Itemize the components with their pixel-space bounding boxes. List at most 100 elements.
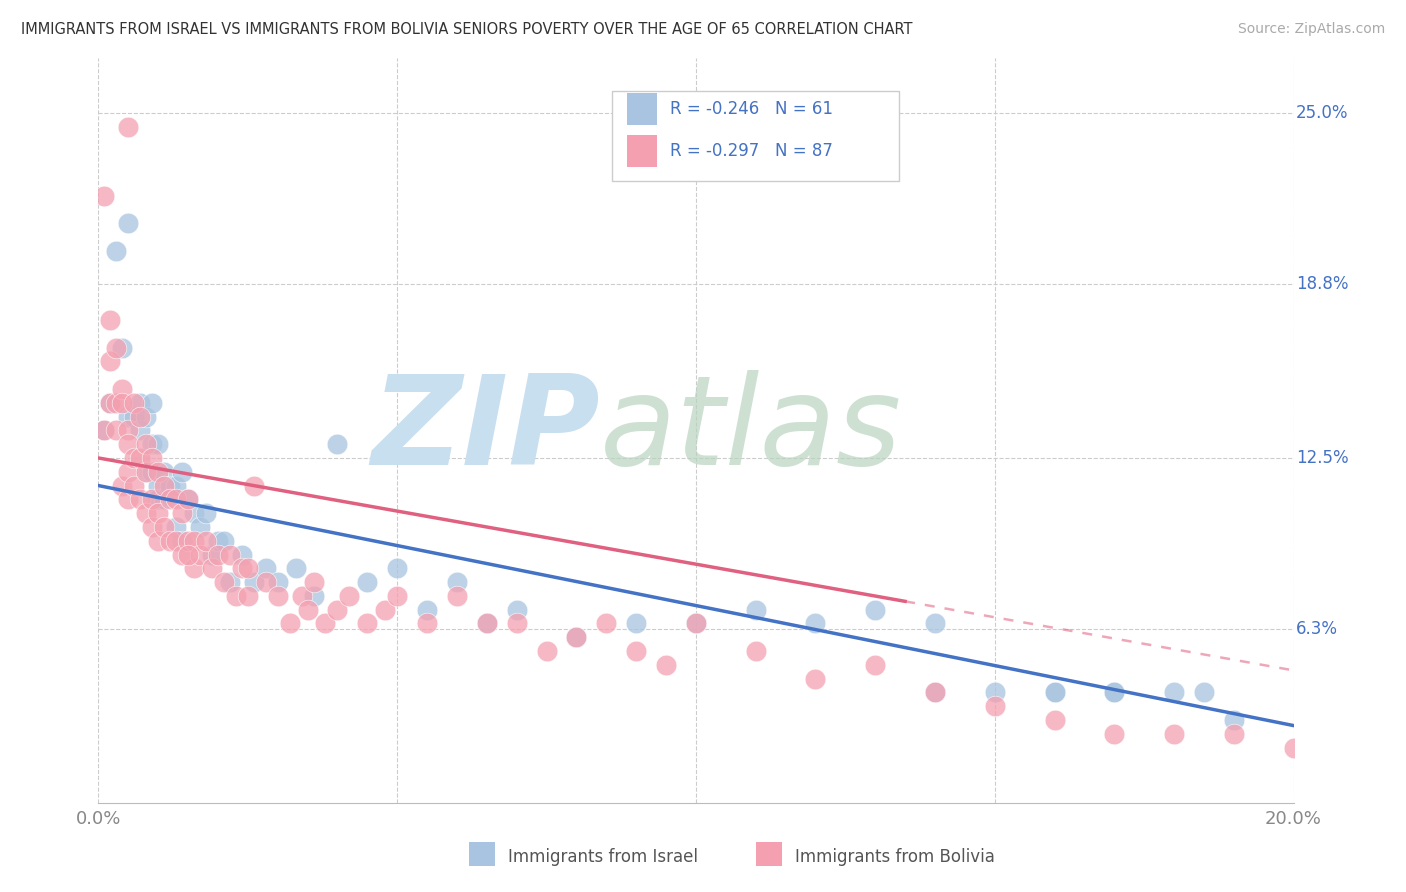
Point <box>153 465 176 479</box>
Point <box>745 644 768 658</box>
FancyBboxPatch shape <box>470 841 495 866</box>
Point <box>165 520 187 534</box>
Point <box>236 561 259 575</box>
Point <box>1192 685 1215 699</box>
Point <box>231 561 253 575</box>
Point <box>124 450 146 465</box>
Point <box>655 657 678 672</box>
Point <box>148 478 170 492</box>
Point <box>117 492 139 507</box>
Point <box>865 657 887 672</box>
Point <box>1104 685 1126 699</box>
Point <box>124 396 146 410</box>
Point <box>254 575 277 590</box>
Point <box>804 616 827 631</box>
FancyBboxPatch shape <box>613 92 900 181</box>
Point <box>148 465 170 479</box>
Text: Immigrants from Bolivia: Immigrants from Bolivia <box>796 848 995 866</box>
Point <box>105 396 128 410</box>
Point <box>135 465 157 479</box>
Point <box>385 561 409 575</box>
Point <box>98 396 122 410</box>
Point <box>302 575 325 590</box>
Point <box>207 533 229 548</box>
Point <box>475 616 498 631</box>
Point <box>236 589 259 603</box>
Text: 12.5%: 12.5% <box>1296 449 1348 467</box>
Point <box>278 616 301 631</box>
Point <box>536 644 558 658</box>
Point <box>105 423 128 437</box>
Point <box>506 616 529 631</box>
Point <box>1163 685 1185 699</box>
Point <box>117 120 139 134</box>
Point <box>1104 727 1126 741</box>
Point <box>117 423 139 437</box>
Point <box>129 396 152 410</box>
Point <box>159 533 181 548</box>
Point <box>374 603 396 617</box>
Point <box>685 616 707 631</box>
Point <box>98 396 122 410</box>
Point <box>105 244 128 258</box>
Point <box>924 685 946 699</box>
Point <box>177 533 200 548</box>
Point <box>326 437 349 451</box>
Point <box>153 520 176 534</box>
Point <box>984 699 1007 714</box>
Point <box>141 492 163 507</box>
Point <box>105 341 128 355</box>
Point <box>111 478 134 492</box>
Point <box>685 616 707 631</box>
Text: Immigrants from Israel: Immigrants from Israel <box>509 848 699 866</box>
Point <box>254 561 277 575</box>
Point <box>153 478 176 492</box>
Text: IMMIGRANTS FROM ISRAEL VS IMMIGRANTS FROM BOLIVIA SENIORS POVERTY OVER THE AGE O: IMMIGRANTS FROM ISRAEL VS IMMIGRANTS FRO… <box>21 22 912 37</box>
FancyBboxPatch shape <box>627 136 657 168</box>
Point <box>1043 685 1066 699</box>
Point <box>165 533 187 548</box>
Point <box>1043 685 1066 699</box>
Text: 18.8%: 18.8% <box>1296 276 1348 293</box>
Point <box>385 589 409 603</box>
Point <box>172 465 194 479</box>
Point <box>506 603 529 617</box>
Point <box>129 409 152 424</box>
Point <box>356 575 378 590</box>
Point <box>1163 727 1185 741</box>
Point <box>135 506 157 520</box>
Point <box>1104 685 1126 699</box>
Point <box>243 478 266 492</box>
Point <box>315 616 337 631</box>
Point <box>201 548 224 562</box>
Point <box>225 589 247 603</box>
Point <box>243 575 266 590</box>
Point <box>98 354 122 368</box>
Point <box>626 644 648 658</box>
Point <box>416 603 439 617</box>
Point <box>177 548 200 562</box>
Point <box>1223 727 1246 741</box>
Point <box>172 506 194 520</box>
Point <box>111 341 134 355</box>
Point <box>117 409 139 424</box>
Text: atlas: atlas <box>600 370 903 491</box>
Point <box>595 616 617 631</box>
Point <box>984 685 1007 699</box>
Point <box>212 575 235 590</box>
Point <box>1223 713 1246 727</box>
Point <box>117 217 139 231</box>
Point <box>172 548 194 562</box>
Point <box>195 533 218 548</box>
Text: R = -0.297   N = 87: R = -0.297 N = 87 <box>669 143 832 161</box>
Point <box>865 603 887 617</box>
Point <box>188 548 211 562</box>
Point <box>188 520 211 534</box>
Point <box>183 533 205 548</box>
Point <box>124 478 146 492</box>
Text: ZIP: ZIP <box>371 370 600 491</box>
Point <box>117 465 139 479</box>
Point <box>219 548 242 562</box>
Point <box>165 492 187 507</box>
Point <box>284 561 307 575</box>
